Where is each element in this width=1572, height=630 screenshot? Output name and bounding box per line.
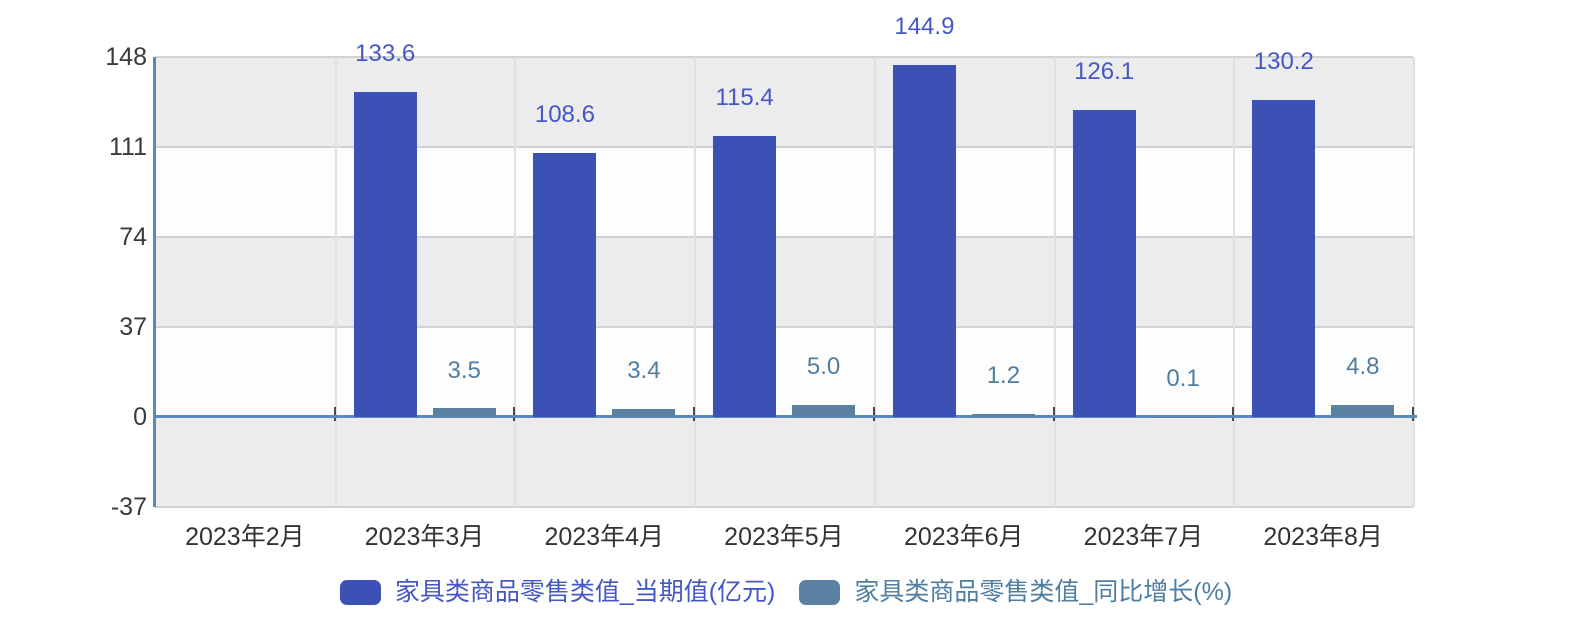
x-axis-tick [513,407,516,421]
y-axis-label: -37 [110,493,147,521]
bar-value-label: 4.8 [1346,353,1380,381]
bar-value-label: 133.6 [355,40,416,67]
bar-current-value[interactable] [353,92,417,417]
grid-band [155,237,1413,327]
x-axis-label: 2023年7月 [1083,523,1204,551]
x-axis-label: 2023年8月 [1263,523,1383,551]
x-axis-label: 2023年5月 [724,523,844,551]
bar-value-label: 144.9 [894,12,955,40]
legend-item-current-value[interactable]: 家具类商品零售类值_当期值(亿元) [339,577,776,607]
bar-value-label: 3.4 [627,356,661,384]
legend-swatch-icon [799,579,841,605]
legend-swatch-icon [339,579,381,605]
x-axis-zero-line [155,415,1417,418]
bar-value-label: 115.4 [715,84,774,112]
x-axis-tick [1232,407,1235,421]
y-axis-label: 74 [119,223,147,251]
x-axis-tick [1412,407,1414,421]
x-axis-tick [333,407,336,421]
y-axis-label: 148 [105,43,147,71]
bar-yoy-growth[interactable] [1331,405,1395,417]
v-gridline [514,57,517,507]
x-axis-label: 2023年3月 [364,523,485,551]
bar-yoy-growth[interactable] [432,408,496,417]
v-gridline [1053,57,1056,507]
x-axis-label: 2023年6月 [903,523,1024,551]
bar-yoy-growth[interactable] [792,404,856,417]
v-gridline [694,57,697,507]
bar-current-value[interactable] [892,64,956,417]
legend: 家具类商品零售类值_当期值(亿元) 家具类商品零售类值_同比增长(%) [0,576,1572,608]
bar-value-label: 3.5 [447,356,481,384]
y-axis-label: 111 [108,133,147,161]
x-axis-tick [872,407,875,421]
h-gridline [155,326,1413,328]
bar-current-value[interactable] [533,152,597,417]
v-gridline [873,57,876,507]
bar-value-label: 130.2 [1253,48,1314,76]
bar-current-value[interactable] [713,136,777,417]
grid-band [155,417,1413,507]
h-gridline [155,506,1413,508]
v-gridline [1413,57,1415,507]
bar-value-label: 0.1 [1166,364,1200,392]
bar-value-label: 126.1 [1074,58,1135,86]
bar-yoy-growth[interactable] [612,408,676,417]
h-gridline [155,146,1413,148]
legend-item-yoy-growth[interactable]: 家具类商品零售类值_同比增长(%) [799,577,1232,607]
v-gridline [334,57,337,507]
y-axis-label: 0 [133,403,147,431]
h-gridline [155,56,1413,58]
y-axis-label: 37 [119,313,147,341]
bar-value-label: 5.0 [806,352,841,380]
grid-band [155,147,1413,237]
legend-label: 家具类商品零售类值_当期值(亿元) [394,578,776,606]
legend-label: 家具类商品零售类值_同比增长(%) [854,578,1233,606]
y-axis-line [152,57,156,507]
bar-value-label: 108.6 [534,100,595,128]
bar-current-value[interactable] [1072,110,1136,417]
v-gridline [1233,57,1236,507]
x-axis-label: 2023年4月 [544,523,664,551]
bar-value-label: 1.2 [986,362,1021,390]
x-axis-label: 2023年2月 [185,523,305,551]
bar-current-value[interactable] [1252,100,1316,417]
x-axis-tick [693,407,696,421]
bar-yoy-growth[interactable] [971,414,1035,417]
x-axis-tick [1052,407,1055,421]
h-gridline [155,236,1413,238]
